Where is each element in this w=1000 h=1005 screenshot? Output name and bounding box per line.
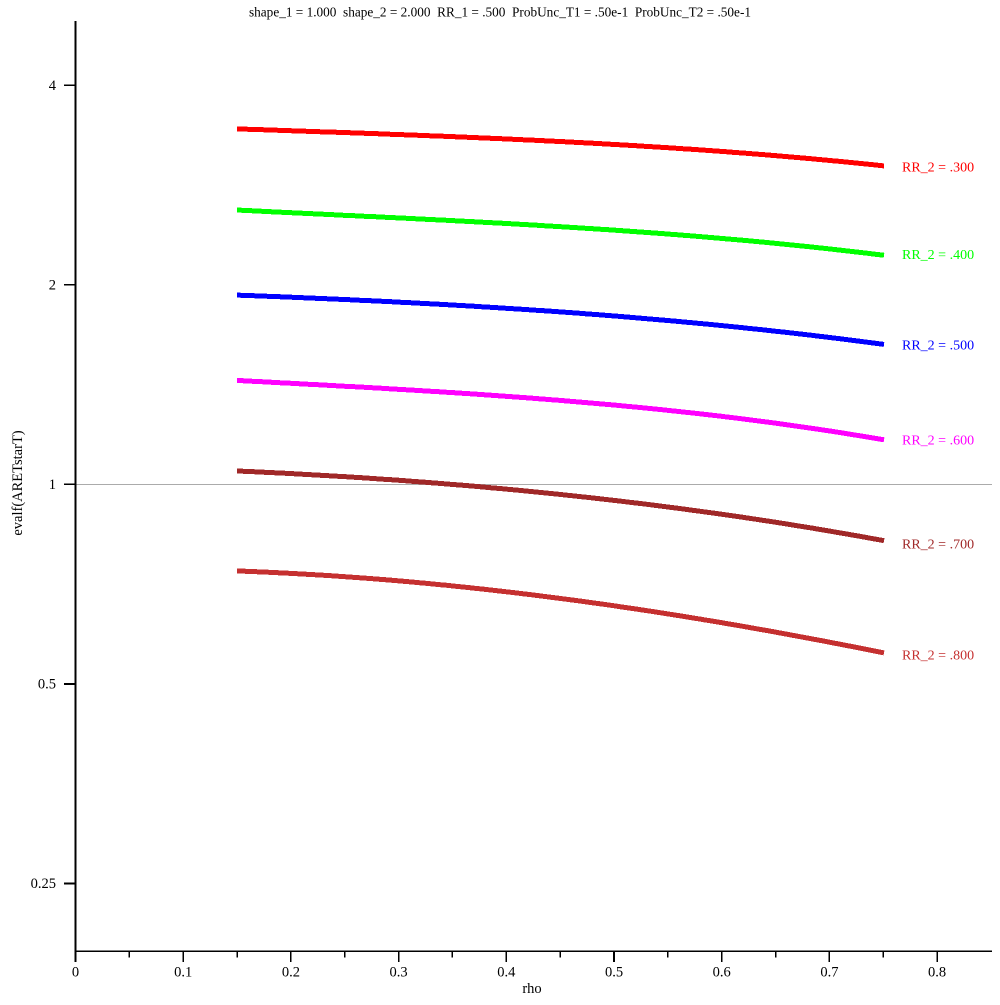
svg-text:0.5: 0.5	[38, 677, 56, 693]
svg-text:1: 1	[49, 477, 56, 493]
svg-text:RR_2 = .300: RR_2 = .300	[902, 161, 974, 176]
svg-text:RR_2 = .700: RR_2 = .700	[902, 538, 974, 553]
svg-text:0: 0	[72, 964, 79, 980]
svg-text:RR_2 = .500: RR_2 = .500	[902, 338, 974, 353]
svg-text:0.5: 0.5	[605, 964, 623, 980]
svg-text:rho: rho	[522, 981, 541, 997]
svg-text:0.4: 0.4	[497, 964, 516, 980]
svg-text:0.3: 0.3	[390, 964, 408, 980]
svg-text:4: 4	[49, 78, 57, 94]
svg-text:0.7: 0.7	[820, 964, 838, 980]
svg-text:RR_2 = .600: RR_2 = .600	[902, 434, 974, 449]
svg-text:0.2: 0.2	[282, 964, 300, 980]
svg-text:shape_1 = 1.000 shape_2 = 2.0: shape_1 = 1.000 shape_2 = 2.000 RR_1 = .…	[249, 4, 751, 19]
svg-text:RR_2 = .400: RR_2 = .400	[902, 248, 974, 263]
svg-text:2: 2	[49, 277, 56, 293]
svg-text:0.8: 0.8	[928, 964, 946, 980]
svg-text:0.6: 0.6	[713, 964, 731, 980]
svg-text:evalf(ARETstarT): evalf(ARETstarT)	[10, 430, 26, 535]
svg-text:0.25: 0.25	[31, 876, 56, 892]
svg-text:RR_2 = .800: RR_2 = .800	[902, 648, 974, 663]
svg-text:0.1: 0.1	[174, 964, 192, 980]
